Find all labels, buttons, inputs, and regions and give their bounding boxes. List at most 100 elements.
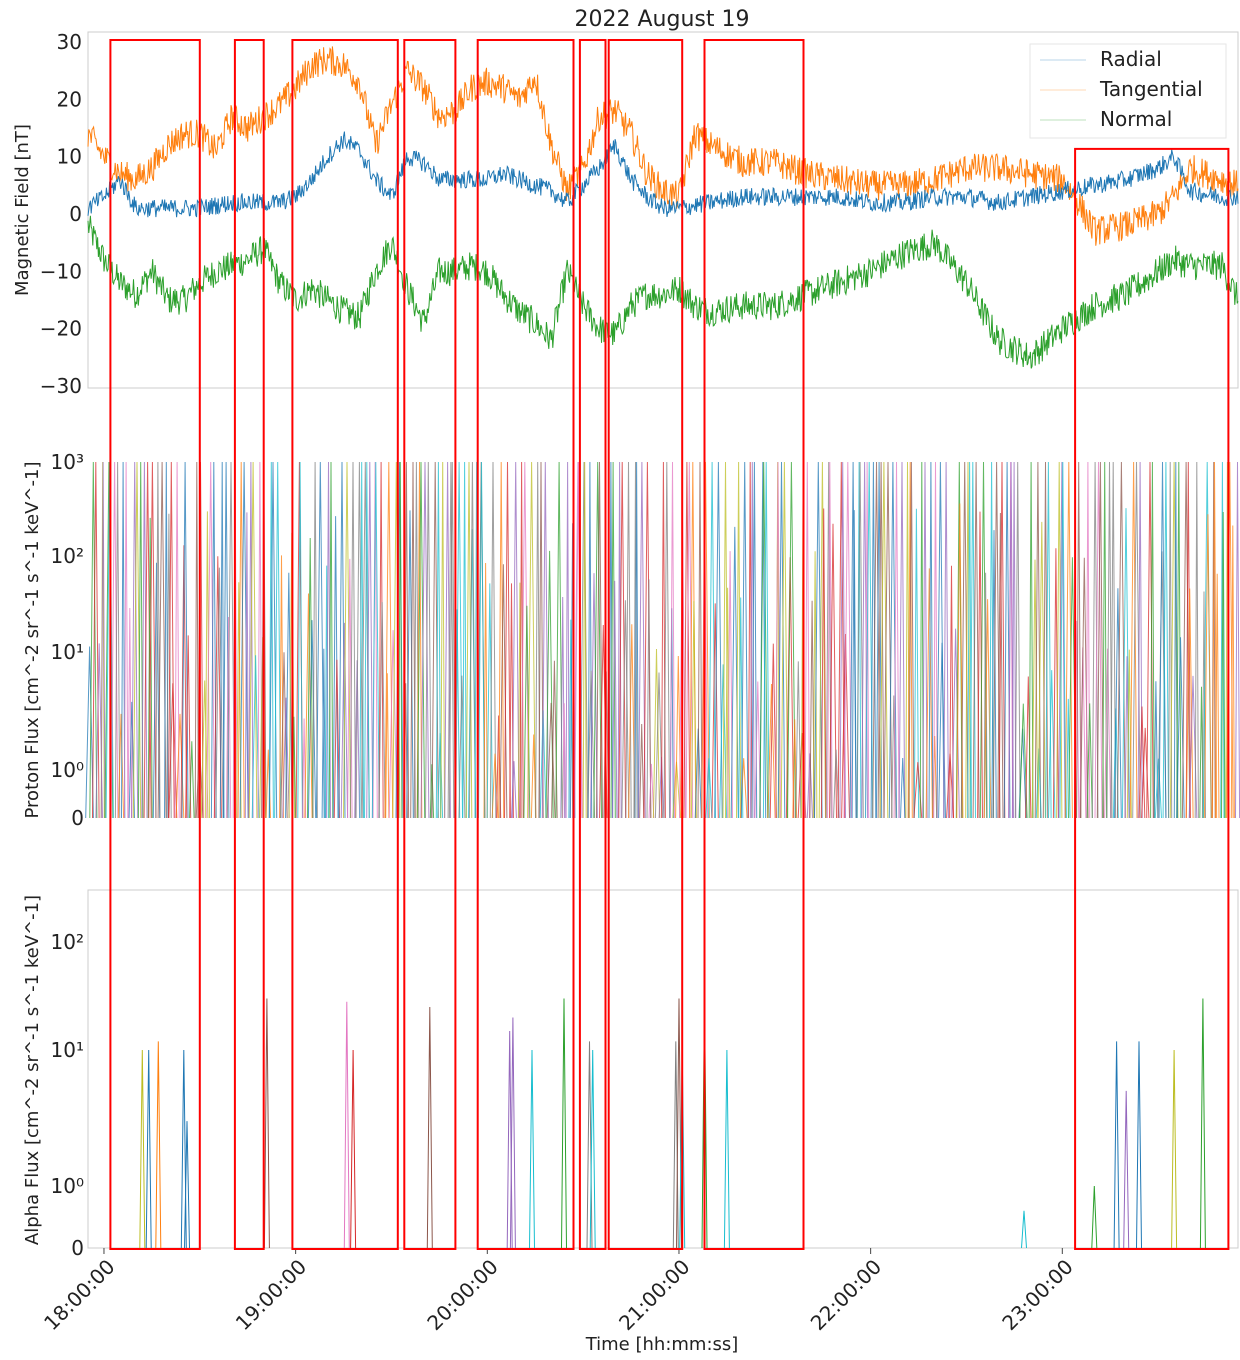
proton-flux-spike <box>307 537 314 819</box>
proton-flux-spike <box>343 461 352 819</box>
proton-flux-spike <box>877 461 885 819</box>
proton-flux-spike <box>483 562 488 819</box>
proton-flux-spike <box>685 461 694 819</box>
proton-flux-spike <box>587 461 593 819</box>
proton-flux-spike <box>879 461 889 819</box>
proton-flux-spike <box>837 461 846 819</box>
proton-flux-spike <box>366 461 374 819</box>
proton-flux-spike <box>1086 703 1093 819</box>
proton-flux-spike <box>1129 461 1138 819</box>
proton-flux-spike <box>593 461 602 819</box>
proton-flux-spike <box>865 461 870 819</box>
proton-flux-spike <box>297 461 303 819</box>
proton-flux-spike <box>638 461 646 819</box>
proton-flux-spike <box>618 461 627 819</box>
proton-flux-spike <box>435 461 442 819</box>
proton-flux-spike <box>806 753 813 819</box>
proton-flux-spike <box>147 517 153 819</box>
mag-y-tick-label: 30 <box>57 30 82 54</box>
proton-flux-spike <box>1173 461 1178 819</box>
proton-flux-spike <box>248 461 258 819</box>
proton-flux-spike <box>697 461 703 819</box>
proton-flux-spike <box>933 461 938 819</box>
highlight-box <box>476 39 575 1250</box>
proton-flux-spike <box>1028 461 1034 819</box>
proton-flux-spike <box>991 530 997 819</box>
mag-y-tick-label: −10 <box>40 259 82 283</box>
proton-flux-spike <box>1158 461 1167 819</box>
proton-flux-spike <box>633 461 638 819</box>
proton-flux-spike <box>371 461 380 819</box>
mag-y-tick-label: 20 <box>57 87 82 111</box>
proton-flux-spike <box>1114 588 1122 819</box>
proton-flux-spike <box>754 681 762 819</box>
proton-flux-spike <box>215 567 224 819</box>
legend-tangential-label: Tangential <box>1099 77 1203 101</box>
mag-series-radial-line <box>87 131 1239 218</box>
proton-flux-spike <box>683 461 691 819</box>
proton-flux-spike <box>998 461 1006 819</box>
x-tick-label: 19:00:00 <box>231 1255 311 1335</box>
alpha-flux-spike <box>426 1006 433 1249</box>
proton-flux-spike <box>1194 461 1199 819</box>
proton-flux-spike <box>749 461 755 819</box>
proton-flux-spike <box>110 461 119 819</box>
proton-flux-spike <box>1045 461 1052 819</box>
mag-y-ticks: 30 20 10 0 −10 −20 −30 <box>40 30 82 398</box>
mag-y-axis-label: Magnetic Field [nT] <box>12 124 33 296</box>
proton-flux-spike <box>562 703 567 819</box>
proton-flux-spike <box>535 461 541 819</box>
proton-flux-spike <box>364 461 370 819</box>
proton-flux-spike <box>1185 588 1194 819</box>
proton-flux-spike <box>378 461 384 819</box>
proton-flux-spike <box>814 461 823 819</box>
proton-flux-spike <box>646 579 652 819</box>
proton-flux-spike <box>759 461 769 819</box>
proton-flux-spike <box>1214 573 1220 819</box>
proton-flux-spike <box>517 582 522 819</box>
proton-flux-spike <box>925 568 933 819</box>
proton-flux-spike <box>338 461 346 819</box>
proton-flux-spike <box>762 461 770 819</box>
proton-flux-spike <box>725 587 731 819</box>
x-tick-label: 20:00:00 <box>422 1255 502 1335</box>
proton-flux-spike <box>349 461 357 819</box>
x-axis-label: Time [hh:mm:ss] <box>585 1334 739 1355</box>
legend-frame <box>1029 43 1227 139</box>
highlight-box <box>607 39 684 1250</box>
proton-y-tick-label: 0 <box>71 806 84 830</box>
proton-flux-spike <box>1138 706 1146 819</box>
proton-flux-spike <box>1076 461 1082 819</box>
mag-series-tangential-line <box>87 46 1239 246</box>
proton-flux-spike <box>1235 461 1240 819</box>
proton-flux-spike <box>121 461 126 819</box>
proton-flux-spike <box>100 461 106 819</box>
highlight-boxes <box>109 39 1230 1250</box>
proton-flux-spike <box>928 461 934 819</box>
proton-flux-spike <box>1203 514 1212 819</box>
proton-flux-spike <box>719 664 728 819</box>
proton-flux-spike <box>213 556 222 819</box>
proton-flux-spike <box>285 572 293 819</box>
proton-flux-spike <box>669 461 676 819</box>
proton-flux-spike <box>440 461 446 819</box>
proton-flux-spike <box>711 603 719 819</box>
alpha-flux-spike <box>509 1017 516 1249</box>
proton-flux-spike <box>1220 461 1225 819</box>
proton-flux-spike <box>820 508 827 819</box>
proton-flux-spike <box>722 461 729 819</box>
proton-flux-spike <box>587 670 596 819</box>
highlight-box <box>703 39 805 1250</box>
proton-flux-spike <box>499 564 508 819</box>
proton-flux-spike <box>1059 461 1067 819</box>
alpha-flux-spike <box>263 998 270 1249</box>
highlight-box <box>291 39 399 1250</box>
proton-flux-spike <box>568 619 574 819</box>
proton-flux-spike <box>610 461 616 819</box>
proton-flux-spike <box>652 648 661 819</box>
proton-series-group <box>85 461 1240 819</box>
proton-flux-spike <box>983 572 988 819</box>
proton-flux-spike <box>307 620 317 819</box>
figure-title: 2022 August 19 <box>575 7 750 32</box>
alpha-flux-spike <box>589 1049 596 1249</box>
